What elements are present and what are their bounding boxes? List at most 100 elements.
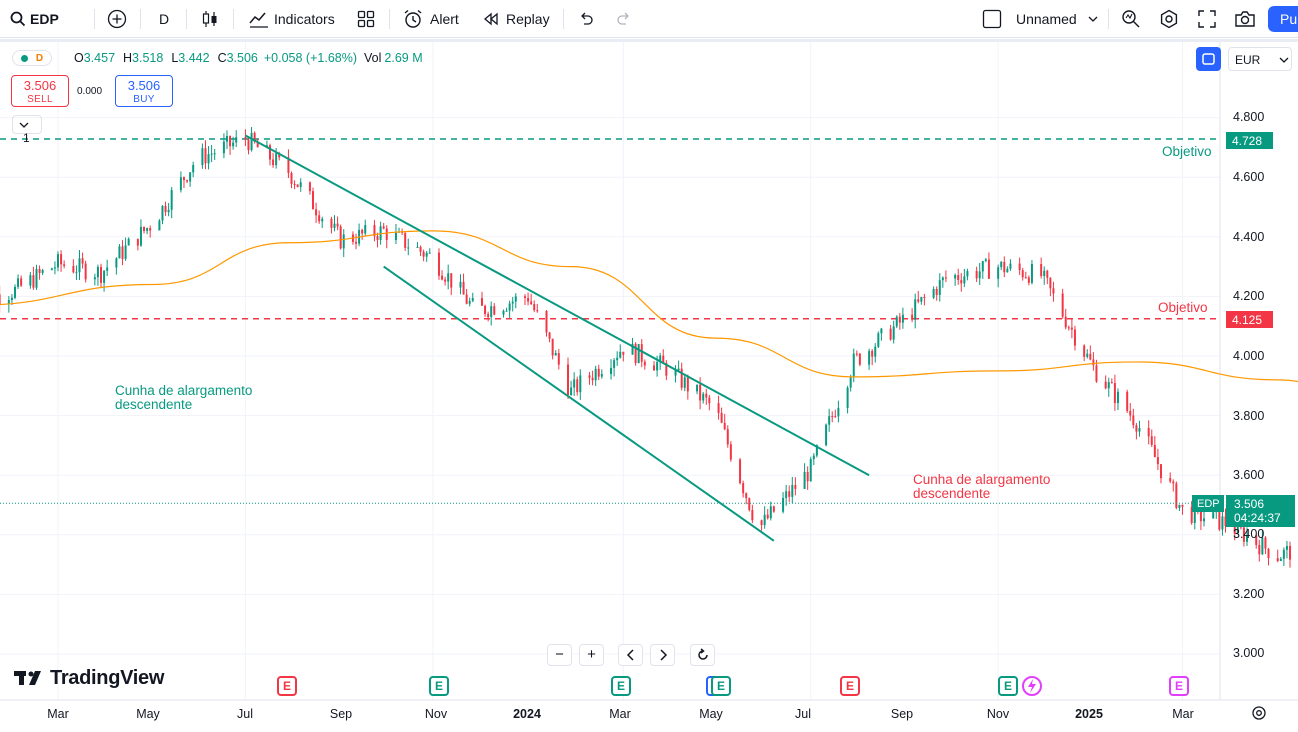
scroll-left-button[interactable] — [618, 644, 643, 666]
bar-countdown: 04:24:37 — [1234, 511, 1281, 525]
lightning-event-marker[interactable] — [1022, 676, 1042, 696]
candle-body — [50, 268, 53, 271]
chart-type-button[interactable] — [201, 0, 219, 38]
publish-button[interactable]: Pu — [1268, 6, 1298, 32]
replay-button[interactable]: Replay — [483, 0, 550, 38]
candle-body — [981, 261, 984, 272]
redo-button[interactable] — [616, 0, 632, 38]
candle-body — [1046, 270, 1049, 278]
earnings-marker[interactable]: E — [998, 676, 1018, 696]
earnings-marker[interactable]: E — [429, 676, 449, 696]
candle-body — [984, 259, 987, 262]
candle-body — [32, 275, 35, 288]
volume-value: 2.69 M — [384, 51, 423, 65]
candle-body — [422, 251, 425, 257]
indicators-label: Indicators — [274, 11, 335, 27]
templates-button[interactable] — [357, 0, 375, 38]
time-tick-year: 2024 — [513, 707, 541, 721]
interval-button[interactable]: D — [159, 0, 169, 38]
time-tick: Nov — [986, 707, 1010, 721]
camera-icon — [1235, 11, 1255, 27]
sell-button[interactable]: 3.506 SELL — [11, 75, 69, 107]
indicators-button[interactable]: Indicators — [249, 0, 335, 38]
candle-body — [1147, 427, 1150, 437]
zoom-in-button[interactable]: + — [579, 644, 604, 666]
candle-body — [806, 471, 809, 482]
alert-button[interactable]: Alert — [403, 0, 459, 38]
currency-value: EUR — [1235, 53, 1261, 67]
candle-body — [874, 346, 877, 357]
candle-body — [573, 379, 576, 388]
candle-body — [1000, 261, 1003, 268]
candle-body — [437, 252, 440, 276]
candle-body — [100, 266, 103, 283]
status-dots[interactable]: D — [12, 50, 52, 66]
chevron-right-icon — [659, 649, 667, 661]
candle-body — [293, 183, 296, 185]
candle-body — [1175, 483, 1178, 508]
candle-body — [106, 267, 109, 271]
candle-body — [975, 271, 978, 279]
indicator-collapse-toggle[interactable]: 1 — [12, 115, 42, 145]
wedge-left-line1: Cunha de alargamento — [115, 383, 253, 398]
chart-settings-button[interactable] — [1251, 705, 1267, 726]
candle-body — [1242, 527, 1245, 542]
candle-body — [296, 184, 299, 187]
compare-button[interactable] — [107, 0, 127, 38]
candle-body — [7, 300, 10, 305]
candle-body — [1138, 427, 1141, 432]
earnings-marker[interactable]: E — [711, 676, 731, 696]
candle-body — [170, 190, 173, 210]
candle-body — [407, 247, 410, 249]
candle-body — [487, 313, 490, 318]
scroll-right-button[interactable] — [650, 644, 675, 666]
change-value: +0.058 (+1.68%) — [263, 51, 357, 65]
candle-body — [53, 267, 56, 269]
reset-chart-button[interactable] — [690, 644, 715, 666]
candle-body — [1067, 327, 1070, 329]
candle-body — [631, 343, 634, 355]
quick-search-button[interactable] — [1121, 0, 1141, 38]
candle-body — [763, 514, 766, 526]
candle-body — [465, 294, 468, 304]
buy-button[interactable]: 3.506 BUY — [115, 75, 173, 107]
objective-green-label: Objetivo — [1162, 144, 1212, 159]
candle-body — [957, 275, 960, 281]
candle-body — [514, 296, 517, 302]
candle-body — [745, 493, 748, 499]
candle-body — [425, 252, 428, 257]
candle-body — [858, 353, 861, 365]
layout-menu[interactable]: Unnamed — [982, 0, 1099, 38]
earnings-marker[interactable]: E — [611, 676, 631, 696]
settings-button[interactable] — [1159, 0, 1179, 38]
currency-select[interactable]: EUR — [1228, 47, 1292, 71]
candle-body — [1129, 410, 1132, 416]
candle-body — [364, 225, 367, 234]
trendline-drawings[interactable] — [244, 134, 1298, 627]
zoom-out-button[interactable]: − — [547, 644, 572, 666]
price-tick: 4.600 — [1233, 170, 1265, 184]
candle-body — [299, 182, 302, 187]
earnings-marker[interactable]: E — [277, 676, 297, 696]
price-tick: 3.400 — [1233, 527, 1265, 541]
trendline — [383, 265, 775, 542]
symbol-search[interactable]: EDP — [10, 0, 59, 38]
currency-convert-button[interactable] — [1196, 47, 1221, 71]
candle-body — [1092, 359, 1095, 366]
sell-label: SELL — [27, 94, 53, 105]
chevron-down-icon — [1279, 57, 1289, 63]
plus-circle-icon — [107, 9, 127, 29]
candle-body — [1193, 504, 1196, 523]
candle-body — [846, 387, 849, 408]
candle-body — [149, 228, 152, 231]
fullscreen-button[interactable] — [1198, 0, 1216, 38]
earnings-marker[interactable]: E — [840, 676, 860, 696]
candle-body — [960, 280, 963, 284]
snapshot-button[interactable] — [1234, 0, 1256, 38]
time-tick-year: 2025 — [1075, 707, 1103, 721]
earnings-marker[interactable]: E — [1169, 676, 1189, 696]
candle-body — [447, 273, 450, 282]
undo-button[interactable] — [578, 0, 594, 38]
time-tick: May — [699, 707, 723, 721]
